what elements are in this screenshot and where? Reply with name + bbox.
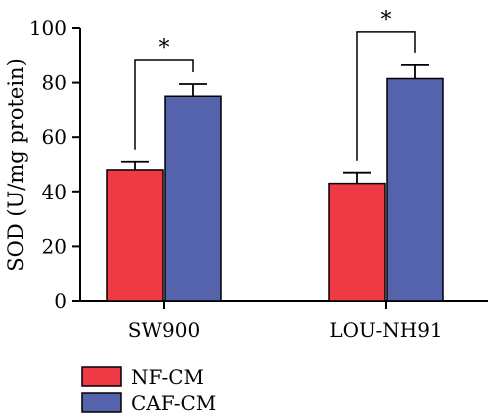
- significance-bracket: [134, 59, 194, 150]
- y-tick-label: 80: [42, 71, 67, 95]
- y-tick-label: 20: [42, 234, 67, 258]
- legend-label-caf-cm: CAF-CM: [131, 391, 216, 415]
- bar-nf-cm-lou-nh91: [328, 182, 386, 302]
- error-bars: [121, 63, 429, 184]
- bar-caf-cm-sw900: [164, 95, 222, 302]
- significance-label: *: [381, 8, 392, 33]
- y-axis: 0 20 40 60 80 100: [29, 16, 81, 313]
- x-tick-label: LOU-NH91: [329, 318, 442, 342]
- bar-caf-cm-lou-nh91: [386, 77, 444, 302]
- y-tick-label: 0: [54, 289, 67, 313]
- x-tick-label: SW900: [128, 318, 200, 342]
- legend-label-nf-cm: NF-CM: [131, 365, 204, 389]
- y-tick-label: 60: [42, 125, 67, 149]
- significance-label: *: [159, 36, 170, 61]
- bars: [106, 77, 444, 302]
- y-tick-label: 100: [29, 16, 67, 40]
- significance-bracket: [356, 31, 416, 161]
- bar-nf-cm-sw900: [106, 169, 164, 302]
- legend-swatch-nf-cm: [81, 366, 122, 387]
- y-tick-label: 40: [42, 180, 67, 204]
- legend-swatch-caf-cm: [81, 392, 122, 413]
- y-axis-label: SOD (U/mg protein): [4, 58, 28, 272]
- significance-brackets: **: [134, 8, 416, 161]
- x-axis: SW900 LOU-NH91: [79, 300, 488, 342]
